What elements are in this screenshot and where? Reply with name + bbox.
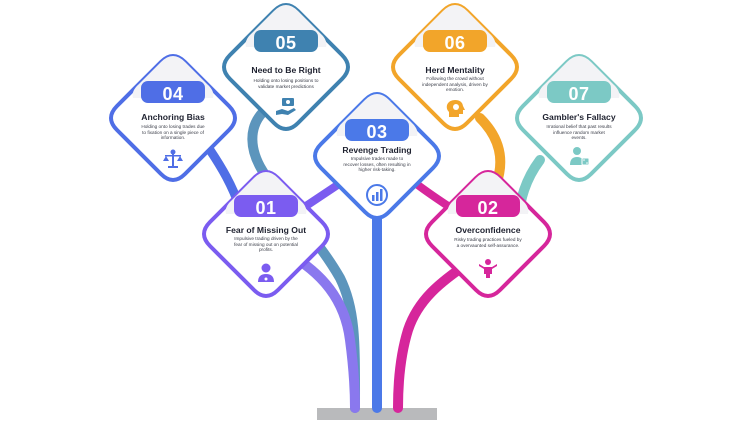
gambler-icon [570, 147, 590, 166]
card-03-number: 03 [366, 122, 388, 142]
card-04-diamond [108, 53, 238, 183]
card-05-number: 05 [275, 33, 297, 53]
card-07-desc: Irrational belief that past results influ… [546, 124, 612, 141]
card-05-desc: Holding onto losing positions to validate… [253, 78, 319, 89]
card-05: 05 Need to Be Right Holding onto losing … [216, 0, 356, 137]
card-04-desc: Holding onto losing trades due to fixatio… [141, 124, 205, 141]
scales-icon [163, 149, 183, 168]
branch-01 [280, 247, 360, 413]
card-01-number: 01 [255, 198, 277, 218]
person-icon [258, 263, 274, 282]
card-06: 06 Herd Mentality Following the crowd wi… [385, 0, 525, 137]
chart-icon [366, 184, 388, 206]
tree-base [317, 408, 437, 420]
card-02-number: 02 [477, 198, 499, 218]
hand-money-icon [276, 98, 296, 115]
card-04-title: Anchoring Bias [141, 112, 205, 122]
card-01-diamond [201, 169, 331, 299]
card-01-desc: Impulsive trading driven by the fear of m… [234, 236, 298, 253]
card-07-number: 07 [568, 84, 590, 104]
card-06-diamond [390, 2, 520, 132]
card-02-diamond [423, 169, 553, 299]
card-06-desc: Following the crowd without independent a… [422, 76, 488, 93]
card-02-desc: Risky trading practices fueled by a overv… [454, 237, 522, 248]
figure-icon [479, 259, 497, 278]
card-03-desc: Impulsive trades made to recover losses, … [343, 156, 411, 173]
card-01: 01 Fear of Missing Out Impulsive trading… [196, 164, 336, 304]
card-03-diamond [312, 91, 442, 221]
card-02: 02 Overconfidence Risky trading practice… [418, 164, 558, 304]
card-03: 03 Revenge Trading Impulsive trades made… [307, 86, 447, 226]
card-02-title: Overconfidence [455, 225, 521, 235]
card-01-title: Fear of Missing Out [225, 225, 307, 235]
branch-02 [393, 257, 475, 413]
card-04: 04 Anchoring Bias Holding onto losing tr… [103, 48, 243, 188]
card-06-number: 06 [444, 33, 466, 53]
card-03-title: Revenge Trading [342, 145, 412, 155]
head-icon [446, 100, 465, 117]
card-04-number: 04 [162, 84, 184, 104]
card-07-diamond [514, 53, 644, 183]
card-07-title: Gambler's Fallacy [542, 112, 616, 122]
card-06-title: Herd Mentality [425, 65, 485, 75]
card-07: 07 Gambler's Fallacy Irrational belief t… [509, 48, 649, 188]
card-05-title: Need to Be Right [251, 65, 321, 75]
card-05-diamond [221, 2, 351, 132]
